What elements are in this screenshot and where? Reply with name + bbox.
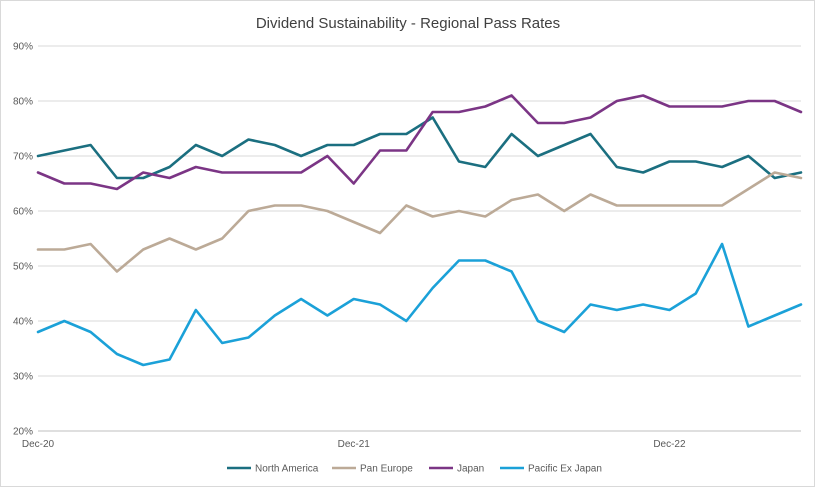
x-tick-label: Dec-20 (22, 439, 55, 450)
y-tick-label: 40% (13, 317, 33, 328)
y-tick-label: 20% (13, 427, 33, 438)
legend-label-pan-europe: Pan Europe (360, 464, 413, 475)
chart-title: Dividend Sustainability - Regional Pass … (256, 15, 560, 32)
y-tick-label: 70% (13, 152, 33, 163)
y-tick-label: 60% (13, 207, 33, 218)
legend-label-pacific-ex-japan: Pacific Ex Japan (528, 464, 602, 475)
y-tick-label: 90% (13, 42, 33, 53)
series-lines (36, 94, 803, 367)
series-line-north-america (36, 116, 803, 180)
y-tick-label: 80% (13, 97, 33, 108)
series-line-pacific-ex-japan (36, 242, 803, 367)
series-line-japan (36, 94, 803, 191)
y-tick-label: 30% (13, 372, 33, 383)
x-axis-tick-labels: Dec-20 Dec-21 Dec-22 (22, 439, 686, 450)
gridlines (38, 45, 801, 432)
y-tick-label: 50% (13, 262, 33, 273)
legend-label-japan: Japan (457, 464, 484, 475)
series-line-pan-europe (36, 171, 803, 273)
legend-label-north-america: North America (255, 464, 319, 475)
legend: North America Pan Europe Japan Pacific Ex J… (227, 464, 602, 475)
y-axis-tick-labels: 20% 30% 40% 50% 60% 70% 80% 90% (13, 42, 33, 438)
x-tick-label: Dec-21 (338, 439, 371, 450)
x-tick-label: Dec-22 (653, 439, 686, 450)
